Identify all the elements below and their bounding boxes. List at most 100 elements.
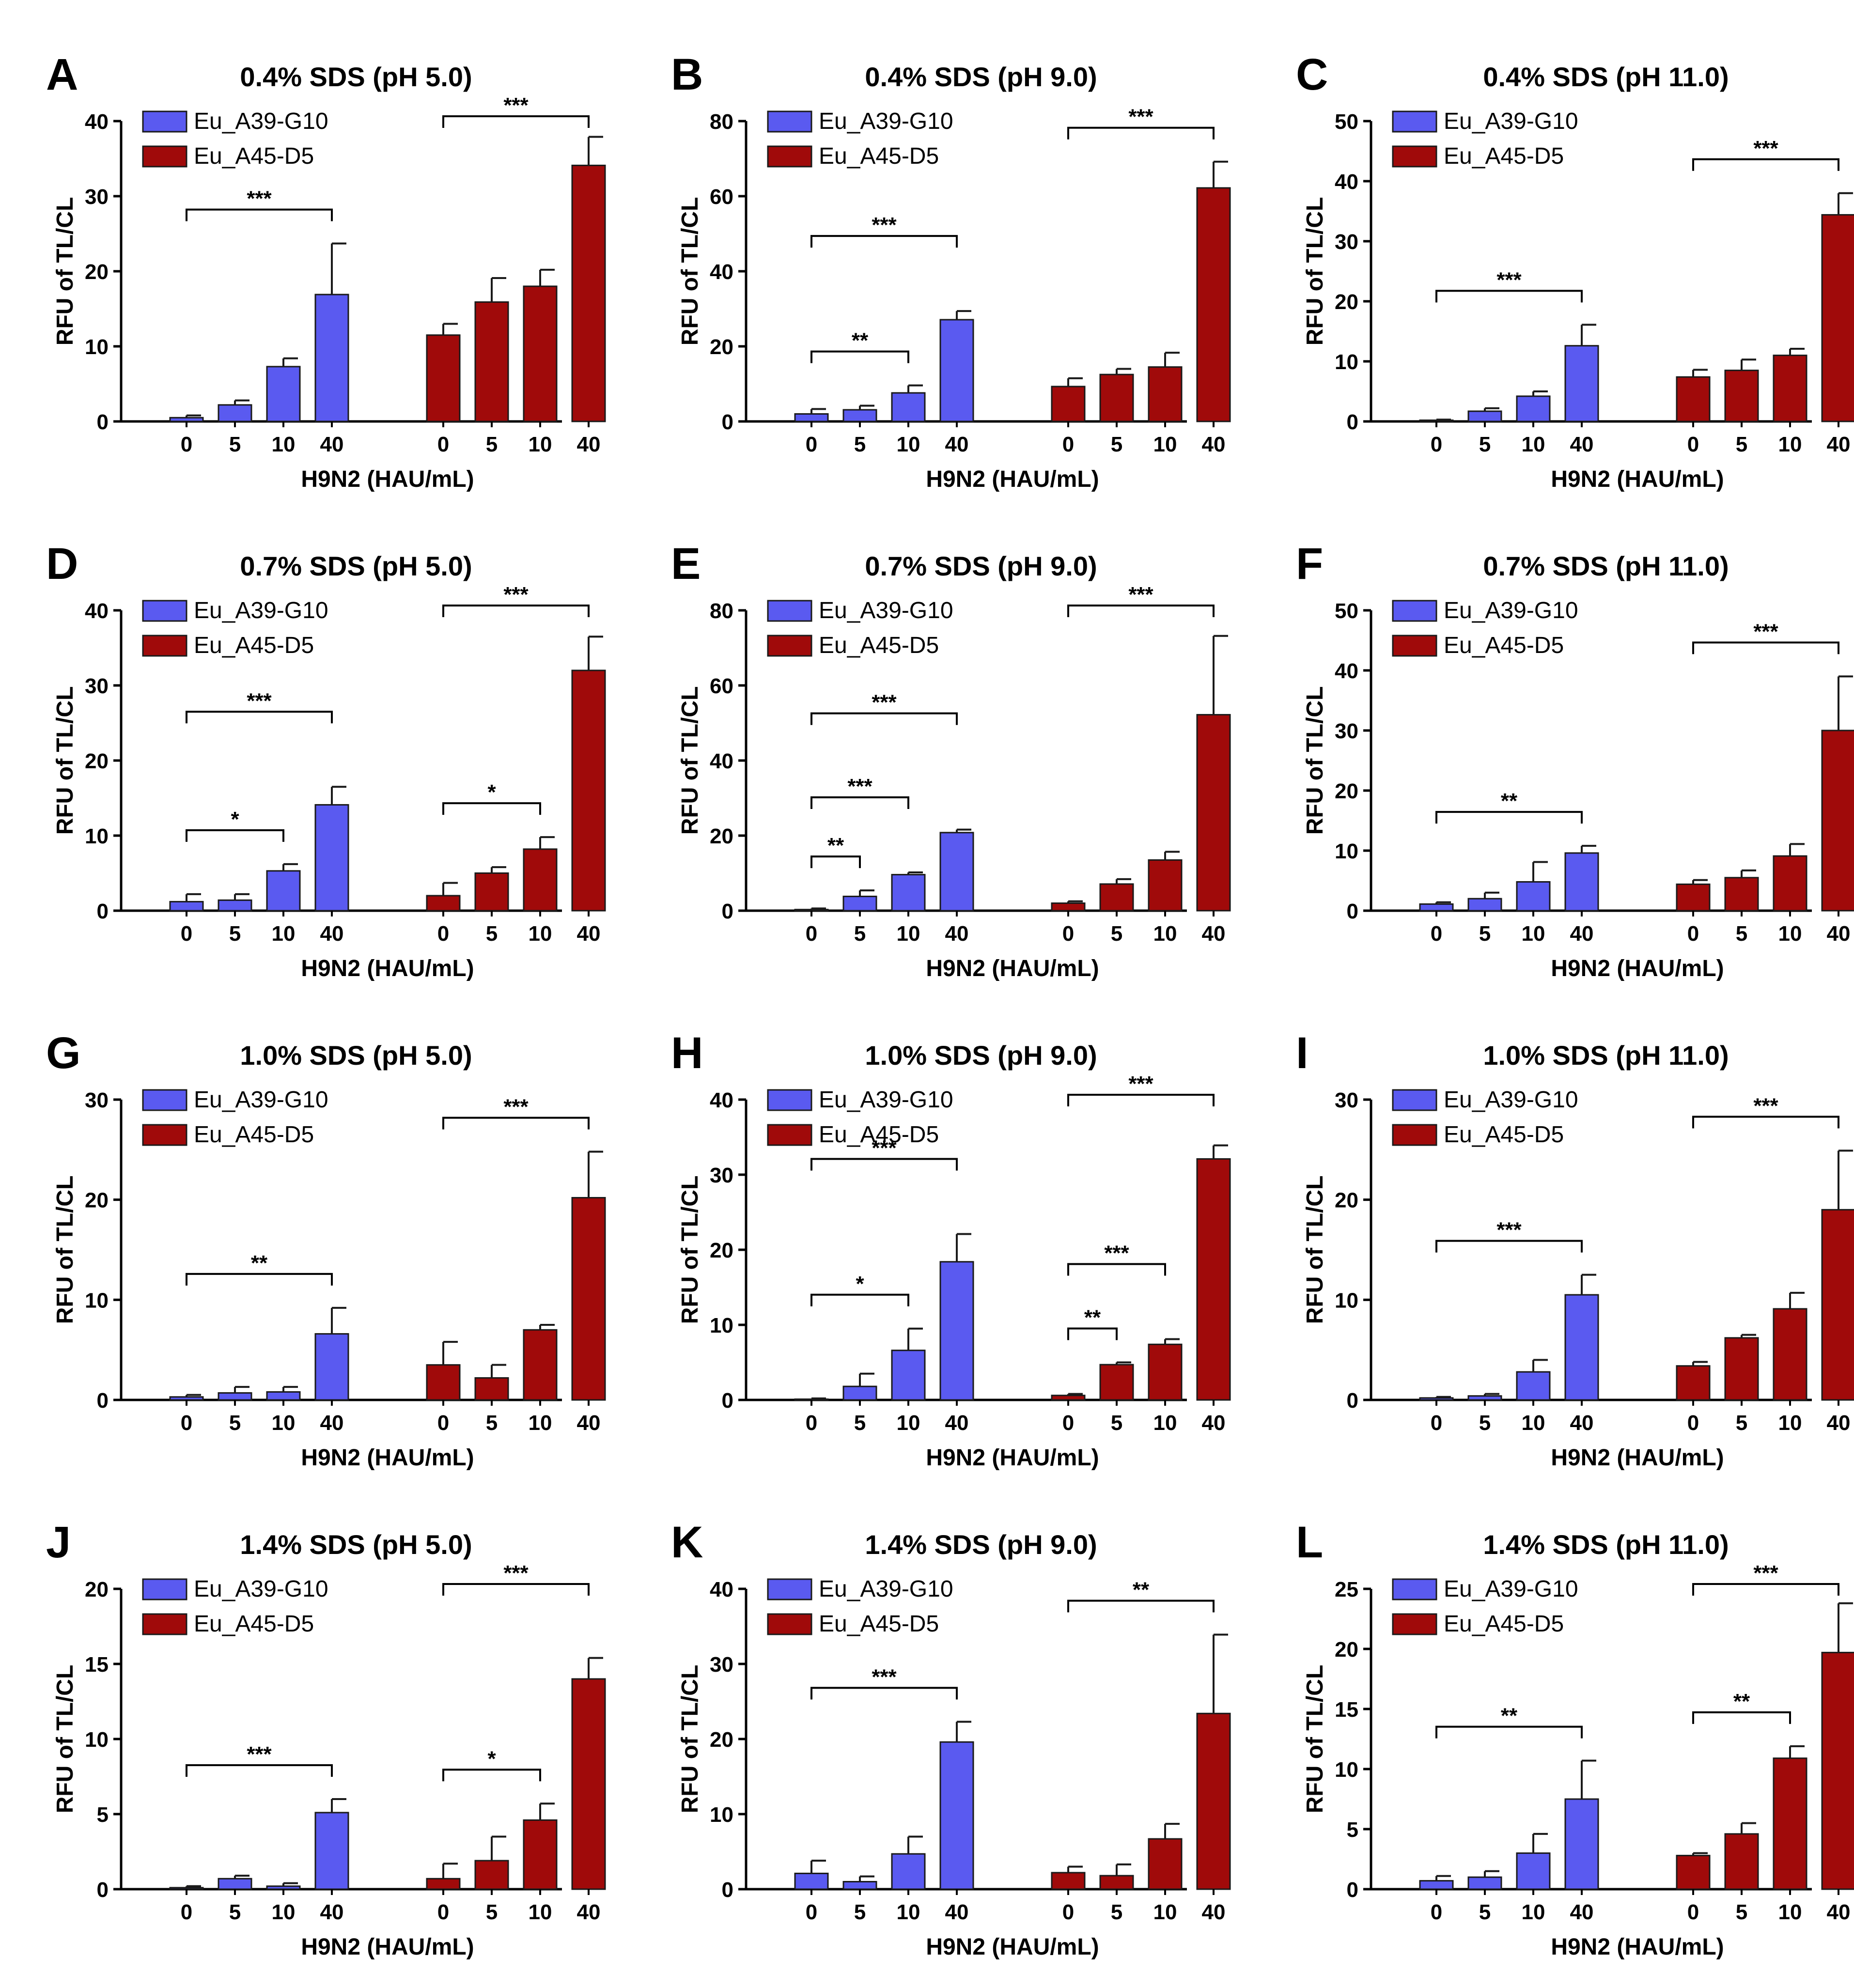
y-tick-label: 50 xyxy=(1335,110,1358,134)
x-axis-label: H9N2 (HAU/mL) xyxy=(926,1934,1099,1960)
legend-label: Eu_A39-G10 xyxy=(194,109,328,134)
bar xyxy=(218,404,252,422)
significance-label: *** xyxy=(247,187,272,211)
legend-swatch xyxy=(767,1578,812,1600)
x-tick-label: 5 xyxy=(1479,433,1491,456)
y-tick-label: 40 xyxy=(710,260,733,284)
bar xyxy=(1724,1337,1759,1401)
y-tick-label: 0 xyxy=(1347,1389,1358,1413)
x-tick-label: 10 xyxy=(272,1900,296,1924)
bar xyxy=(523,1819,558,1890)
x-tick-label: 40 xyxy=(1827,922,1851,946)
significance-bracket xyxy=(442,802,541,815)
y-tick-label: 10 xyxy=(1335,839,1358,863)
y-tick-label: 20 xyxy=(710,335,733,359)
significance-label: ** xyxy=(1133,1578,1150,1602)
bar xyxy=(1148,1838,1183,1890)
legend-swatch xyxy=(767,600,812,622)
x-tick-label: 10 xyxy=(272,1411,296,1435)
x-tick-label: 40 xyxy=(320,1900,344,1924)
x-tick-label: 10 xyxy=(897,1900,920,1924)
x-tick-label: 10 xyxy=(1778,922,1802,946)
legend-label: Eu_A45-D5 xyxy=(819,1122,939,1148)
legend-label: Eu_A39-G10 xyxy=(1444,1087,1578,1113)
x-tick-label: 10 xyxy=(529,922,552,946)
x-tick-label: 10 xyxy=(1522,433,1545,456)
legend-swatch xyxy=(142,1124,187,1146)
y-tick-label: 10 xyxy=(710,1803,733,1827)
x-tick-label: 10 xyxy=(1778,433,1802,456)
bar xyxy=(1516,1852,1551,1890)
chart-panel-h: H 1.0% SDS (pH 9.0) RFU of TL/CL H9N2 (HAU/… xyxy=(671,1028,1231,1471)
bar xyxy=(523,1329,558,1401)
bar xyxy=(1564,852,1599,912)
significance-label: * xyxy=(487,780,496,804)
significance-bracket xyxy=(1692,1116,1839,1129)
bar xyxy=(1196,1712,1231,1890)
bar xyxy=(1099,1875,1134,1890)
x-axis-label: H9N2 (HAU/mL) xyxy=(1551,1934,1724,1960)
bar xyxy=(1821,730,1854,912)
x-tick-label: 5 xyxy=(854,1900,866,1924)
x-tick-label: 0 xyxy=(1431,1900,1442,1924)
x-tick-label: 0 xyxy=(806,922,817,946)
y-axis-label: RFU of TL/CL xyxy=(1302,686,1328,835)
y-tick-label: 60 xyxy=(710,674,733,698)
significance-bracket xyxy=(442,605,590,617)
x-tick-label: 10 xyxy=(272,922,296,946)
bar xyxy=(169,417,204,422)
bar xyxy=(1724,370,1759,422)
chart-title: 0.7% SDS (pH 11.0) xyxy=(1483,551,1729,581)
y-axis-label: RFU of TL/CL xyxy=(677,1176,703,1324)
legend-label: Eu_A39-G10 xyxy=(1444,598,1578,623)
bar xyxy=(571,164,606,422)
x-tick-label: 5 xyxy=(486,1411,498,1435)
y-tick-label: 5 xyxy=(97,1803,109,1827)
chart-title: 1.0% SDS (pH 11.0) xyxy=(1483,1040,1729,1071)
y-tick-label: 10 xyxy=(85,1289,109,1312)
significance-label: ** xyxy=(251,1251,268,1275)
panel-letter: J xyxy=(46,1518,71,1567)
bar xyxy=(1419,1880,1454,1890)
significance-bracket xyxy=(1692,158,1839,171)
bar xyxy=(1099,373,1134,422)
x-tick-label: 5 xyxy=(1736,922,1747,946)
y-tick-label: 10 xyxy=(710,1314,733,1337)
x-tick-label: 40 xyxy=(320,1411,344,1435)
y-tick-label: 50 xyxy=(1335,599,1358,623)
y-tick-label: 30 xyxy=(85,185,109,209)
bar xyxy=(891,392,926,422)
x-tick-label: 5 xyxy=(1736,433,1747,456)
bar xyxy=(891,1853,926,1890)
y-tick-label: 80 xyxy=(710,599,733,623)
x-axis-label: H9N2 (HAU/mL) xyxy=(926,956,1099,981)
x-axis-label: H9N2 (HAU/mL) xyxy=(301,1934,474,1960)
legend-label: Eu_A45-D5 xyxy=(819,633,939,658)
significance-bracket xyxy=(186,208,333,221)
x-tick-label: 5 xyxy=(1111,1411,1122,1435)
panel-letter: E xyxy=(671,539,701,589)
y-axis-label: RFU of TL/CL xyxy=(52,1176,78,1324)
y-tick-label: 10 xyxy=(85,824,109,848)
x-tick-label: 0 xyxy=(1062,433,1074,456)
bar xyxy=(1467,1395,1502,1401)
bar xyxy=(1148,366,1183,422)
bar xyxy=(1564,1798,1599,1890)
y-tick-label: 0 xyxy=(722,1389,733,1413)
x-tick-label: 0 xyxy=(1687,922,1699,946)
significance-bracket xyxy=(1435,1725,1583,1739)
x-tick-label: 5 xyxy=(1111,922,1122,946)
x-tick-label: 10 xyxy=(1522,922,1545,946)
significance-bracket xyxy=(1067,1327,1118,1340)
x-tick-label: 0 xyxy=(181,1900,192,1924)
x-tick-label: 40 xyxy=(320,433,344,456)
significance-label: ** xyxy=(852,329,869,353)
y-tick-label: 0 xyxy=(722,900,733,923)
bar xyxy=(842,1385,877,1401)
legend-swatch xyxy=(142,1578,187,1600)
bar xyxy=(218,1878,252,1890)
significance-bracket xyxy=(442,115,590,128)
x-tick-label: 40 xyxy=(1827,433,1851,456)
significance-bracket xyxy=(810,1687,958,1700)
bar xyxy=(474,1860,509,1890)
